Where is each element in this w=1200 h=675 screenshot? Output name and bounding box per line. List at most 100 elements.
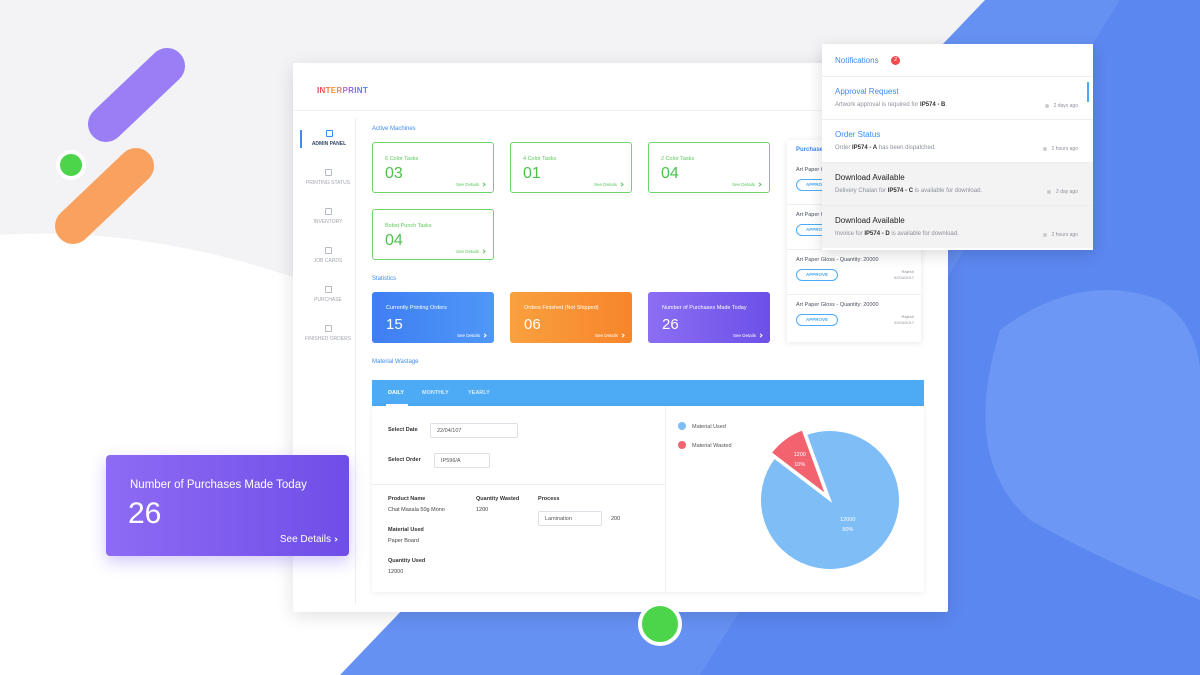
field-label: Process [538,496,560,502]
date: 02/04/2017 [893,320,914,325]
see-details[interactable]: See Details [733,333,762,338]
card-label: Orders Finished (Not Shipped) [524,305,599,311]
machine-card: 6 Color Tasks 03 See Details [372,142,494,193]
card-label: Bobst Punch Tasks [385,223,432,229]
item-title: Art Paper Gloss - Quantity: 20000 [796,257,879,263]
see-details[interactable]: See Details [594,182,623,187]
notification-title: Download Available [835,173,905,182]
field-label: Select Date [388,427,418,433]
tab-indicator [386,404,408,406]
notification[interactable]: Download Available Invoice for IP574 - D … [822,205,1093,248]
see-details[interactable]: See Details [280,534,337,545]
badge: 2 [891,56,900,65]
field-value: Paper Board [388,538,419,544]
order-code: IP574 - B [920,102,946,108]
nav-item[interactable]: PRINTING STATUS [300,169,356,187]
deco-orange [55,148,154,244]
card-count: 06 [524,316,541,333]
notification[interactable]: Approval Request Artwork approval is requ… [822,76,1093,119]
panel-title: Purchases [796,147,827,153]
nav-item[interactable]: JOB CARDS [300,247,356,265]
scrollbar [1087,82,1089,102]
message-text: Order [835,145,853,151]
nav-icon [324,247,332,254]
card-title: Number of Purchases Made Today [130,479,307,491]
approve-button[interactable]: APPROVE [796,269,838,281]
field-label: Select Order [388,457,421,463]
notifications-panel: Notifications 2 Approval Request Artwork … [822,44,1093,250]
item-meta: Rajesh 02/04/2017 [894,269,914,281]
nav-icon [324,286,332,293]
nav-label: PURCHASE [314,297,342,303]
notification-title: Approval Request [835,87,899,96]
card-count: 03 [385,165,403,182]
approve-button[interactable]: APPROVE [796,314,838,326]
order-select[interactable]: IP596/A [434,453,490,468]
date-input[interactable]: 22/04/107 [430,423,518,438]
message-text: is available for download. [913,188,983,194]
notification[interactable]: Download Available Delivery Chalan for IP… [822,162,1093,205]
nav-label: PRINTING STATUS [305,180,351,186]
card-count: 04 [385,232,403,249]
pie-chart: Material Used Material Wasted 12000 90% 1200… [678,422,901,571]
tab[interactable]: YEARLY [468,390,490,396]
promo-card: Number of Purchases Made Today 26 See De… [106,455,349,556]
tab[interactable]: MONTHLY [422,390,449,396]
message-text: . [945,102,948,108]
field-label: Material Used [388,527,424,533]
tab[interactable]: DAILY [388,390,404,396]
machine-card: Bobst Punch Tasks 04 See Details [372,209,494,260]
notification-message: Artwork approval is required for IP574 -… [835,102,947,108]
card-label: Currently Printing Orders [386,305,447,311]
nav-label: ADMIN PANEL [311,141,347,147]
divider [293,110,948,111]
order-code: IP574 - C [887,188,914,194]
message-text: has been dispatched. [877,145,936,151]
see-details[interactable]: See Details [456,249,485,254]
notification-message: Delivery Chalan for IP574 - C is availab… [835,188,982,194]
wastage-panel: Select Date 22/04/107 Select Order IP596… [372,406,924,592]
card-label: 6 Color Tasks [385,156,419,162]
legend-swatch [678,441,686,449]
nav-label: FINISHED ORDERS [304,336,352,342]
user: Rajesh [901,314,914,319]
nav-item[interactable]: INVENTORY [300,208,356,226]
card-label: Number of Purchases Made Today [662,305,747,311]
notification[interactable]: Order Status Order IP574 - A has been dis… [822,119,1093,162]
process-select[interactable]: Lamination [538,511,602,526]
divider [372,484,665,485]
notification-message: Order IP574 - A has been dispatched. [835,145,936,151]
see-details[interactable]: See Details [456,182,485,187]
divider [665,406,666,592]
stat-card: Currently Printing Orders 15 See Details [372,292,494,343]
machine-card: 4 Color Tasks 01 See Details [510,142,632,193]
field-value: 200 [611,516,621,522]
stat-card: Number of Purchases Made Today 26 See Deta… [648,292,770,343]
item-meta: Rajesh 02/04/2017 [894,314,914,326]
tab-bar: DAILY MONTHLY YEARLY [372,380,924,406]
slice-value: 1200 [794,452,806,458]
section-title: Active Machines [372,126,416,132]
timestamp: 2 days ago [1045,103,1078,109]
legend-label: Material Wasted [692,443,732,449]
pie-slice [759,429,901,571]
nav-icon [324,208,332,215]
notification-title: Order Status [835,130,881,139]
brand: INTERPRINT [317,86,368,95]
nav-item[interactable]: ADMIN PANEL [300,130,356,148]
see-details[interactable]: See Details [457,333,486,338]
message-text: Delivery Chalan for [835,188,888,194]
slice-value: 12000 [840,517,855,523]
stat-card: Orders Finished (Not Shipped) 06 See Detai… [510,292,632,343]
section-title: Statistics [372,276,397,282]
deco-dot [638,602,682,646]
nav-icon [324,325,332,332]
see-details[interactable]: See Details [732,182,761,187]
card-count: 04 [661,165,679,182]
nav-item[interactable]: PURCHASE [300,286,356,304]
see-details[interactable]: See Details [595,333,624,338]
nav-item[interactable]: FINISHED ORDERS [300,325,356,343]
notification-message: Invoice for IP574 - D is available for d… [835,231,959,237]
order-code: IP574 - D [864,231,890,237]
